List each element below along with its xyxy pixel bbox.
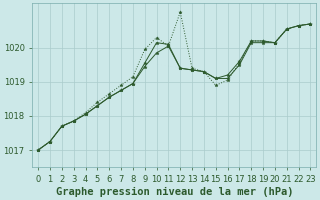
X-axis label: Graphe pression niveau de la mer (hPa): Graphe pression niveau de la mer (hPa) <box>56 186 293 197</box>
